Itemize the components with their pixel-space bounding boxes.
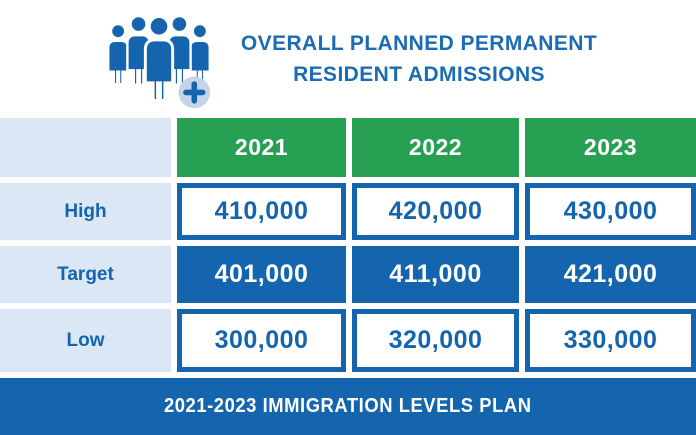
cell-target-2021: 401,000 [177, 246, 346, 303]
value-high-2023: 430,000 [530, 188, 691, 235]
row-label-target: Target [0, 246, 171, 303]
footer-banner: 2021-2023 IMMIGRATION LEVELS PLAN [0, 378, 696, 435]
value-low-2023: 330,000 [530, 314, 691, 367]
year-header-2022: 2022 [352, 118, 519, 177]
cell-low-2022: 320,000 [352, 309, 519, 372]
cell-high-2022: 420,000 [352, 183, 519, 240]
people-group-plus-icon [99, 7, 219, 111]
value-target-2022: 411,000 [352, 246, 519, 303]
value-high-2021: 410,000 [182, 188, 341, 235]
row-label-high: High [0, 183, 171, 240]
header: OVERALL PLANNED PERMANENT RESIDENT ADMIS… [0, 0, 696, 118]
cell-target-2023: 421,000 [525, 246, 696, 303]
row-label-low: Low [0, 309, 171, 372]
value-low-2022: 320,000 [357, 314, 514, 367]
footer-caption: 2021-2023 IMMIGRATION LEVELS PLAN [164, 395, 532, 417]
value-target-2021: 401,000 [177, 246, 346, 303]
value-high-2022: 420,000 [357, 188, 514, 235]
page-title-line2: RESIDENT ADMISSIONS [293, 63, 545, 86]
cell-high-2021: 410,000 [177, 183, 346, 240]
cell-low-2023: 330,000 [525, 309, 696, 372]
value-target-2023: 421,000 [525, 246, 696, 303]
year-header-2023: 2023 [525, 118, 696, 177]
page-title-line1: OVERALL PLANNED PERMANENT [240, 32, 598, 55]
corner-cell [0, 118, 171, 177]
cell-target-2022: 411,000 [352, 246, 519, 303]
page-title: OVERALL PLANNED PERMANENT RESIDENT ADMIS… [241, 28, 597, 90]
value-low-2021: 300,000 [182, 314, 341, 367]
admissions-table: 2021 2022 2023 High 410,000 420,000 430,… [0, 118, 696, 372]
year-header-2021: 2021 [177, 118, 346, 177]
cell-low-2021: 300,000 [177, 309, 346, 372]
cell-high-2023: 430,000 [525, 183, 696, 240]
